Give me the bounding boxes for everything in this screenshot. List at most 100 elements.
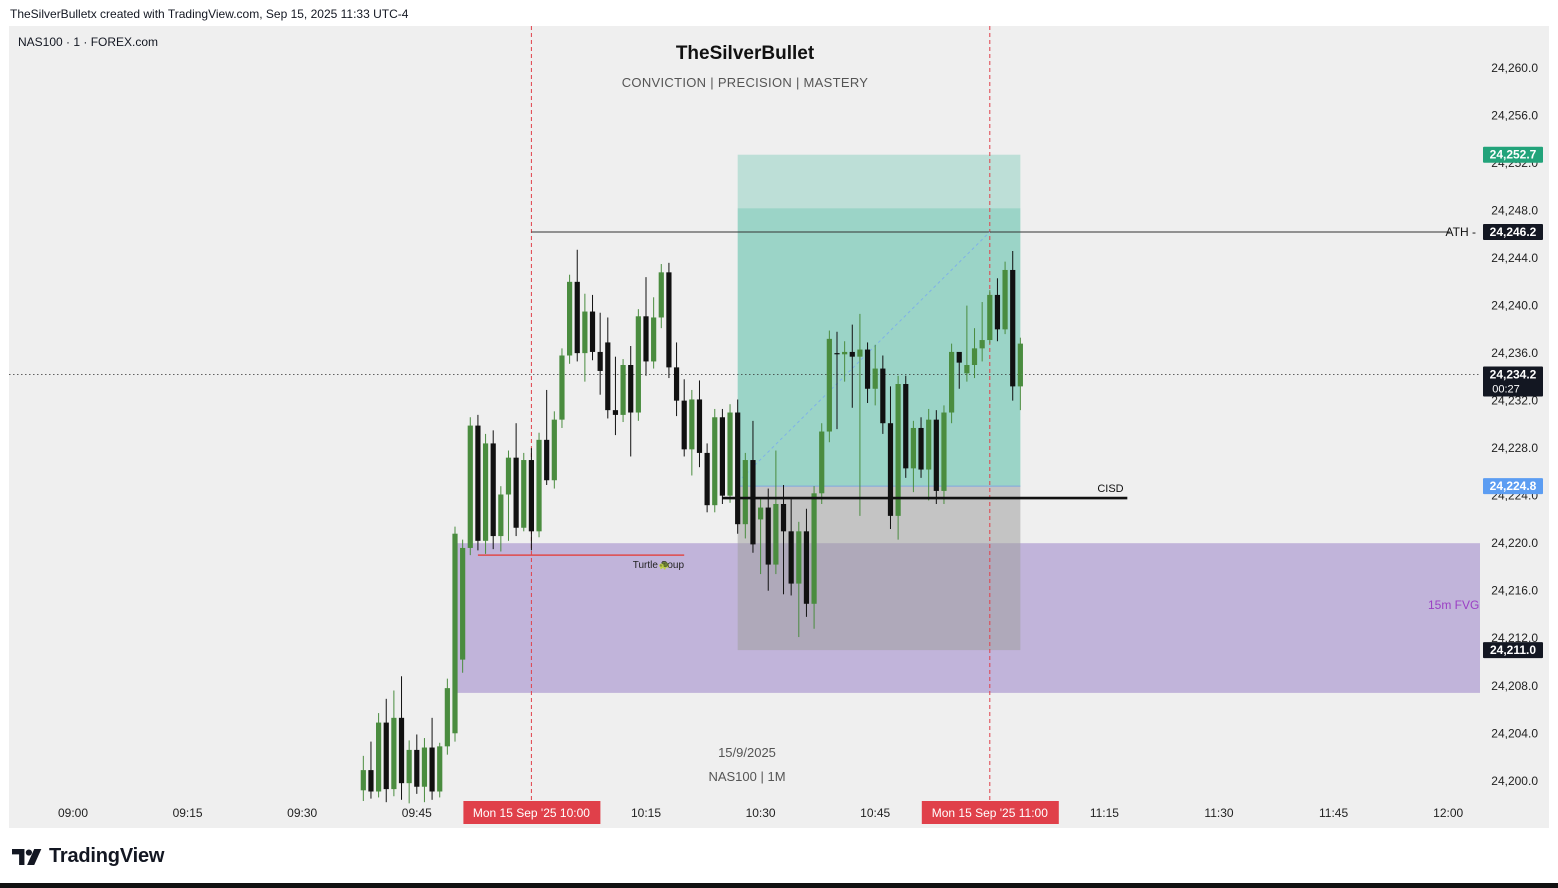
candle-body-40 <box>666 272 672 368</box>
y-tick-label-1: 24,256.0 <box>1491 109 1538 123</box>
candle-body-78 <box>956 351 962 363</box>
candle-body-68 <box>880 368 886 424</box>
price-tag-2 <box>1483 366 1543 397</box>
candle-body-34 <box>620 365 626 415</box>
y-tick-label-3: 24,248.0 <box>1491 204 1538 218</box>
candle-body-61 <box>826 338 832 432</box>
candle-body-23 <box>536 439 542 532</box>
candle-body-59 <box>811 493 817 604</box>
candle-body-12 <box>452 533 458 734</box>
candle-body-42 <box>681 400 687 450</box>
candle-body-67 <box>872 368 878 389</box>
candle-body-79 <box>964 365 970 374</box>
x-tick-label-3: 09:45 <box>402 806 432 820</box>
candle-body-52 <box>758 507 764 520</box>
session-tag-label-0: Mon 15 Sep '25 10:00 <box>473 806 590 820</box>
price-tag-0 <box>1483 146 1543 163</box>
candle-body-15 <box>475 425 481 541</box>
price-tag-label-4: 24,211.0 <box>1490 643 1536 657</box>
price-tag-countdown-2: 00:27 <box>1492 384 1520 396</box>
candle-body-51 <box>750 460 756 545</box>
y-tick-label-12: 24,212.0 <box>1491 631 1538 645</box>
candle-body-76 <box>941 412 947 491</box>
candle-body-18 <box>498 494 504 537</box>
candle-body-72 <box>910 427 916 469</box>
turtle-icon: 🐢 <box>659 561 670 571</box>
y-tick-label-8: 24,228.0 <box>1491 441 1538 455</box>
candle-body-29 <box>582 311 588 354</box>
candle-body-77 <box>949 351 955 413</box>
candle-body-81 <box>979 340 985 349</box>
candle-body-14 <box>467 425 473 548</box>
candle-body-43 <box>689 399 695 450</box>
x-tick-label-9: 11:45 <box>1319 806 1348 820</box>
price-tag-label-1: 24,246.2 <box>1490 225 1537 239</box>
candle-body-25 <box>551 419 557 481</box>
symbol-label[interactable]: NAS100 · 1 · FOREX.com <box>18 35 159 49</box>
position-target-zone <box>737 208 1021 487</box>
candle-body-84 <box>1002 269 1008 330</box>
tradingview-logo-icon <box>12 848 42 865</box>
candle-body-26 <box>559 355 565 420</box>
price-tag-label-2: 24,234.2 <box>1490 368 1537 382</box>
candle-body-48 <box>727 412 733 496</box>
candle-body-60 <box>819 431 825 494</box>
candle-body-17 <box>490 443 496 537</box>
candle-body-37 <box>643 316 649 362</box>
price-tag-1 <box>1483 223 1543 240</box>
candle-body-71 <box>903 384 909 469</box>
candle-body-62 <box>834 353 840 355</box>
candle-body-6 <box>406 749 412 784</box>
candle-body-46 <box>712 417 718 506</box>
ath-label: ATH - <box>1446 225 1476 239</box>
candle-body-7 <box>414 749 420 787</box>
watermark-subtitle: CONVICTION | PRECISION | MASTERY <box>621 75 869 90</box>
candle-body-56 <box>788 531 794 584</box>
fvg-label: 15m FVG <box>1428 598 1479 612</box>
candle-body-2 <box>376 722 382 792</box>
header-caption: TheSilverBulletx created with TradingVie… <box>10 7 409 21</box>
y-tick-label-0: 24,260.0 <box>1491 61 1538 75</box>
candle-body-27 <box>567 281 573 356</box>
candle-body-85 <box>1010 269 1016 387</box>
candle-body-55 <box>780 503 787 532</box>
price-tag-label-3: 24,224.8 <box>1490 479 1537 493</box>
candle-body-35 <box>628 365 634 413</box>
candle-body-47 <box>719 417 725 496</box>
candle-body-28 <box>574 281 580 354</box>
candle-body-22 <box>528 460 534 532</box>
candle-body-30 <box>589 311 596 352</box>
price-tag-4 <box>1483 642 1543 659</box>
position-stop-zone <box>737 486 1021 651</box>
candle-body-63 <box>842 351 848 355</box>
candle-body-82 <box>987 294 993 341</box>
candle-body-54 <box>773 503 779 565</box>
x-tick-label-2: 09:30 <box>287 806 317 820</box>
candle-body-80 <box>971 348 978 365</box>
position-target-extension <box>737 154 1021 209</box>
footer-brand[interactable]: TradingView <box>12 845 164 868</box>
candle-body-44 <box>696 399 703 453</box>
x-tick-label-6: 10:45 <box>860 806 890 820</box>
candle-body-31 <box>597 351 603 371</box>
session-tag-0 <box>463 801 601 824</box>
bottom-bar <box>0 883 1558 888</box>
position-path-line <box>737 231 991 483</box>
candle-body-53 <box>765 507 771 565</box>
candle-body-70 <box>895 384 901 516</box>
candle-body-66 <box>864 349 871 389</box>
candle-body-11 <box>444 688 450 747</box>
candle-body-1 <box>368 770 374 792</box>
candle-body-41 <box>673 367 680 401</box>
candle-body-64 <box>849 351 855 357</box>
candle-body-86 <box>1017 343 1023 387</box>
y-tick-label-15: 24,200.0 <box>1491 774 1538 788</box>
y-tick-label-5: 24,240.0 <box>1491 299 1538 313</box>
candle-body-32 <box>605 342 611 411</box>
session-tag-label-1: Mon 15 Sep '25 11:00 <box>932 806 1048 820</box>
candle-body-16 <box>482 443 489 541</box>
watermark-date: 15/9/2025 <box>718 745 776 760</box>
candle-body-36 <box>635 316 641 413</box>
candle-body-49 <box>735 412 741 525</box>
